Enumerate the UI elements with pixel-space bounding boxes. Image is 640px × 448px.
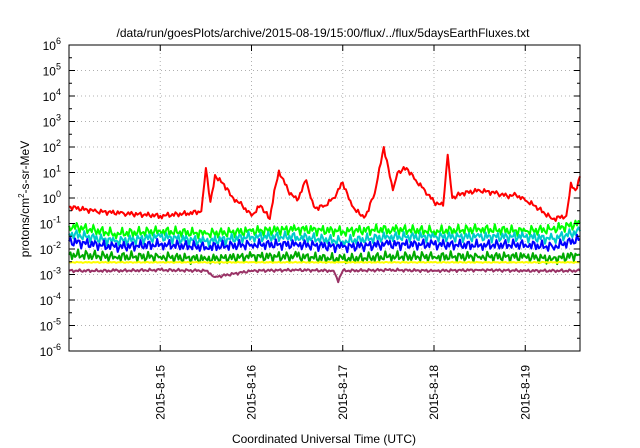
- y-tick-exp: 3: [56, 113, 61, 123]
- y-tick-exp: -4: [53, 291, 61, 301]
- y-axis-label-rest: -s-sr-MeV: [18, 141, 32, 194]
- y-tick-base: 10: [43, 192, 57, 206]
- y-axis-label-sup: 2: [17, 193, 26, 198]
- series-layer: [68, 146, 581, 284]
- y-tick-exp: 2: [56, 138, 61, 148]
- x-tick-label: 2015-8-18: [427, 365, 441, 420]
- y-axis-label: protons/cm2-s-sr-MeV: [17, 141, 32, 257]
- y-tick-exp: -2: [53, 240, 61, 250]
- y-tick-base: 10: [40, 320, 54, 334]
- y-tick-base: 10: [40, 243, 54, 257]
- y-tick-label: 10-2: [40, 240, 61, 257]
- x-tick-label: 2015-8-15: [153, 365, 167, 420]
- y-tick-label: 100: [43, 189, 61, 206]
- y-tick-exp: 5: [56, 62, 61, 72]
- chart-title: /data/run/goesPlots/archive/2015-08-19/1…: [117, 26, 531, 40]
- x-tick-label: 2015-8-17: [336, 365, 350, 420]
- grid: [69, 45, 580, 351]
- series-line-7: [68, 267, 581, 284]
- y-tick-label: 10-5: [40, 317, 61, 334]
- y-tick-base: 10: [43, 90, 57, 104]
- y-tick-base: 10: [43, 141, 57, 155]
- y-tick-base: 10: [43, 39, 57, 53]
- series-line-2: [68, 219, 581, 240]
- y-tick-base: 10: [40, 345, 54, 359]
- y-tick-exp: -5: [53, 317, 61, 327]
- series-line-4: [68, 233, 581, 254]
- y-tick-label: 10-6: [40, 342, 61, 359]
- y-tick-label: 105: [43, 62, 61, 79]
- y-tick-exp: -3: [53, 266, 61, 276]
- y-tick-base: 10: [43, 65, 57, 79]
- y-tick-exp: 1: [56, 164, 61, 174]
- y-tick-label: 10-4: [40, 291, 61, 308]
- y-tick-exp: -1: [53, 215, 61, 225]
- y-tick-exp: -6: [53, 342, 61, 352]
- y-tick-label: 102: [43, 138, 61, 155]
- axis-ticks: [69, 44, 580, 352]
- x-tick-label: 2015-8-16: [245, 365, 259, 420]
- y-tick-exp: 0: [56, 189, 61, 199]
- y-tick-base: 10: [40, 294, 54, 308]
- y-axis-label-main: protons/cm: [18, 198, 32, 257]
- y-tick-label: 101: [43, 164, 61, 181]
- y-tick-label: 106: [43, 36, 61, 53]
- x-tick-label: 2015-8-19: [518, 365, 532, 420]
- y-tick-base: 10: [40, 269, 54, 283]
- x-axis-label: Coordinated Universal Time (UTC): [232, 432, 416, 446]
- y-tick-base: 10: [43, 167, 57, 181]
- y-tick-label: 10-3: [40, 266, 61, 283]
- series-line-1: [68, 146, 581, 222]
- y-tick-base: 10: [40, 218, 54, 232]
- y-tick-labels: 10-610-510-410-310-210-11001011021031041…: [40, 36, 61, 359]
- y-tick-base: 10: [43, 116, 57, 130]
- x-tick-labels: 2015-8-15 2015-8-16 2015-8-17 2015-8-18 2015…: [153, 365, 532, 420]
- y-tick-label: 10-1: [40, 215, 61, 232]
- y-tick-exp: 4: [56, 87, 61, 97]
- y-tick-label: 104: [43, 87, 61, 104]
- y-tick-exp: 6: [56, 36, 61, 46]
- y-tick-label: 103: [43, 113, 61, 130]
- series-line-6: [68, 260, 580, 264]
